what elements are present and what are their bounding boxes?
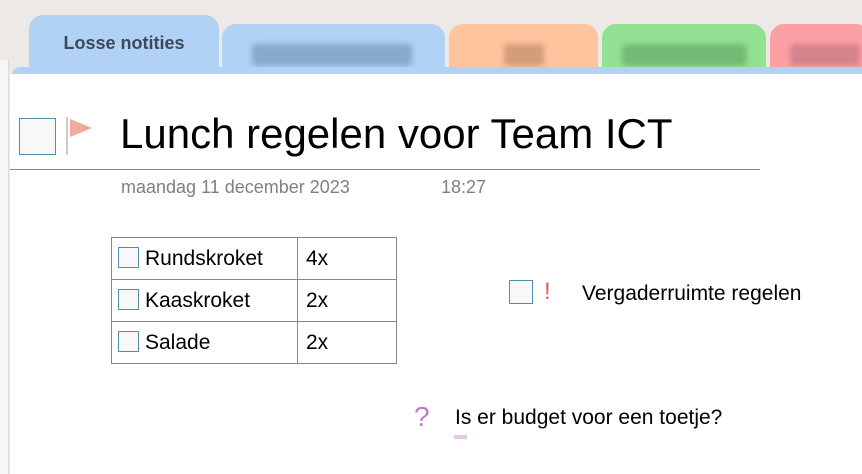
todo-checkbox-icon[interactable] xyxy=(509,280,533,304)
page-date: maandag 11 december 2023 xyxy=(121,177,350,197)
todo-checkbox-icon[interactable] xyxy=(118,330,139,352)
important-icon: ! xyxy=(544,278,551,305)
navigation-pane-edge xyxy=(0,60,9,474)
lunch-table[interactable]: Rundskroket 4x Kaaskroket 2x Salade 2x xyxy=(111,237,397,364)
blurred-label xyxy=(504,44,544,66)
blurred-label xyxy=(790,44,860,66)
text-cursor-marker xyxy=(454,435,467,439)
todo-text[interactable]: Vergaderruimte regelen xyxy=(582,282,802,305)
item-name: Salade xyxy=(145,330,211,354)
section-color-band xyxy=(12,67,862,75)
flag-icon xyxy=(66,117,68,155)
item-name: Rundskroket xyxy=(145,246,263,270)
page-time: 18:27 xyxy=(441,177,487,197)
title-checkbox-icon[interactable] xyxy=(19,118,56,155)
question-icon: ? xyxy=(414,401,430,432)
item-name: Kaaskroket xyxy=(145,288,251,312)
question-text[interactable]: Is er budget voor een toetje? xyxy=(455,406,723,429)
tab-label: Losse notities xyxy=(63,33,185,53)
table-row: Kaaskroket 2x xyxy=(111,279,397,322)
todo-checkbox-icon[interactable] xyxy=(118,288,139,310)
table-row: Rundskroket 4x xyxy=(111,237,397,280)
blurred-label xyxy=(622,44,747,66)
item-qty[interactable]: 2x xyxy=(297,279,397,322)
item-qty[interactable]: 2x xyxy=(297,321,397,364)
item-qty[interactable]: 4x xyxy=(297,237,397,280)
section-tab-losse-notities[interactable]: Losse notities xyxy=(29,15,219,71)
page-title[interactable]: Lunch regelen voor Team ICT xyxy=(120,110,673,157)
flag-pennant-icon xyxy=(70,119,92,137)
todo-checkbox-icon[interactable] xyxy=(118,246,139,268)
title-underline xyxy=(10,169,760,170)
table-row: Salade 2x xyxy=(111,321,397,364)
blurred-label xyxy=(252,44,412,66)
